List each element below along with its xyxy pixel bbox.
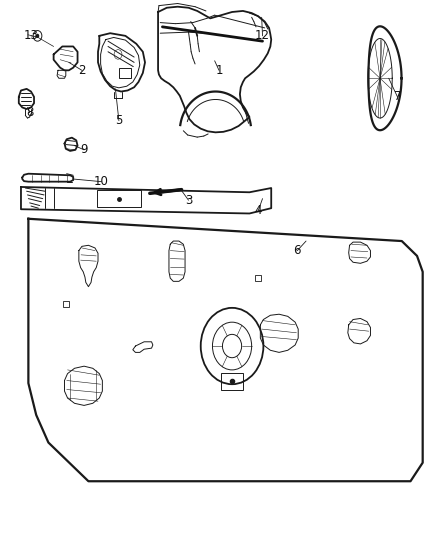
Text: 4: 4 <box>254 204 262 217</box>
Text: 9: 9 <box>80 143 88 156</box>
Text: 2: 2 <box>78 64 86 77</box>
Text: 8: 8 <box>26 106 33 119</box>
Bar <box>221 373 243 390</box>
Text: 3: 3 <box>185 193 192 207</box>
Bar <box>119 68 131 78</box>
Text: 5: 5 <box>115 114 123 127</box>
Text: 13: 13 <box>24 29 39 42</box>
Text: 6: 6 <box>293 244 301 257</box>
Text: 1: 1 <box>215 64 223 77</box>
Text: 12: 12 <box>255 29 270 42</box>
Circle shape <box>36 34 39 38</box>
Text: 10: 10 <box>94 175 109 188</box>
Text: 7: 7 <box>394 90 401 103</box>
